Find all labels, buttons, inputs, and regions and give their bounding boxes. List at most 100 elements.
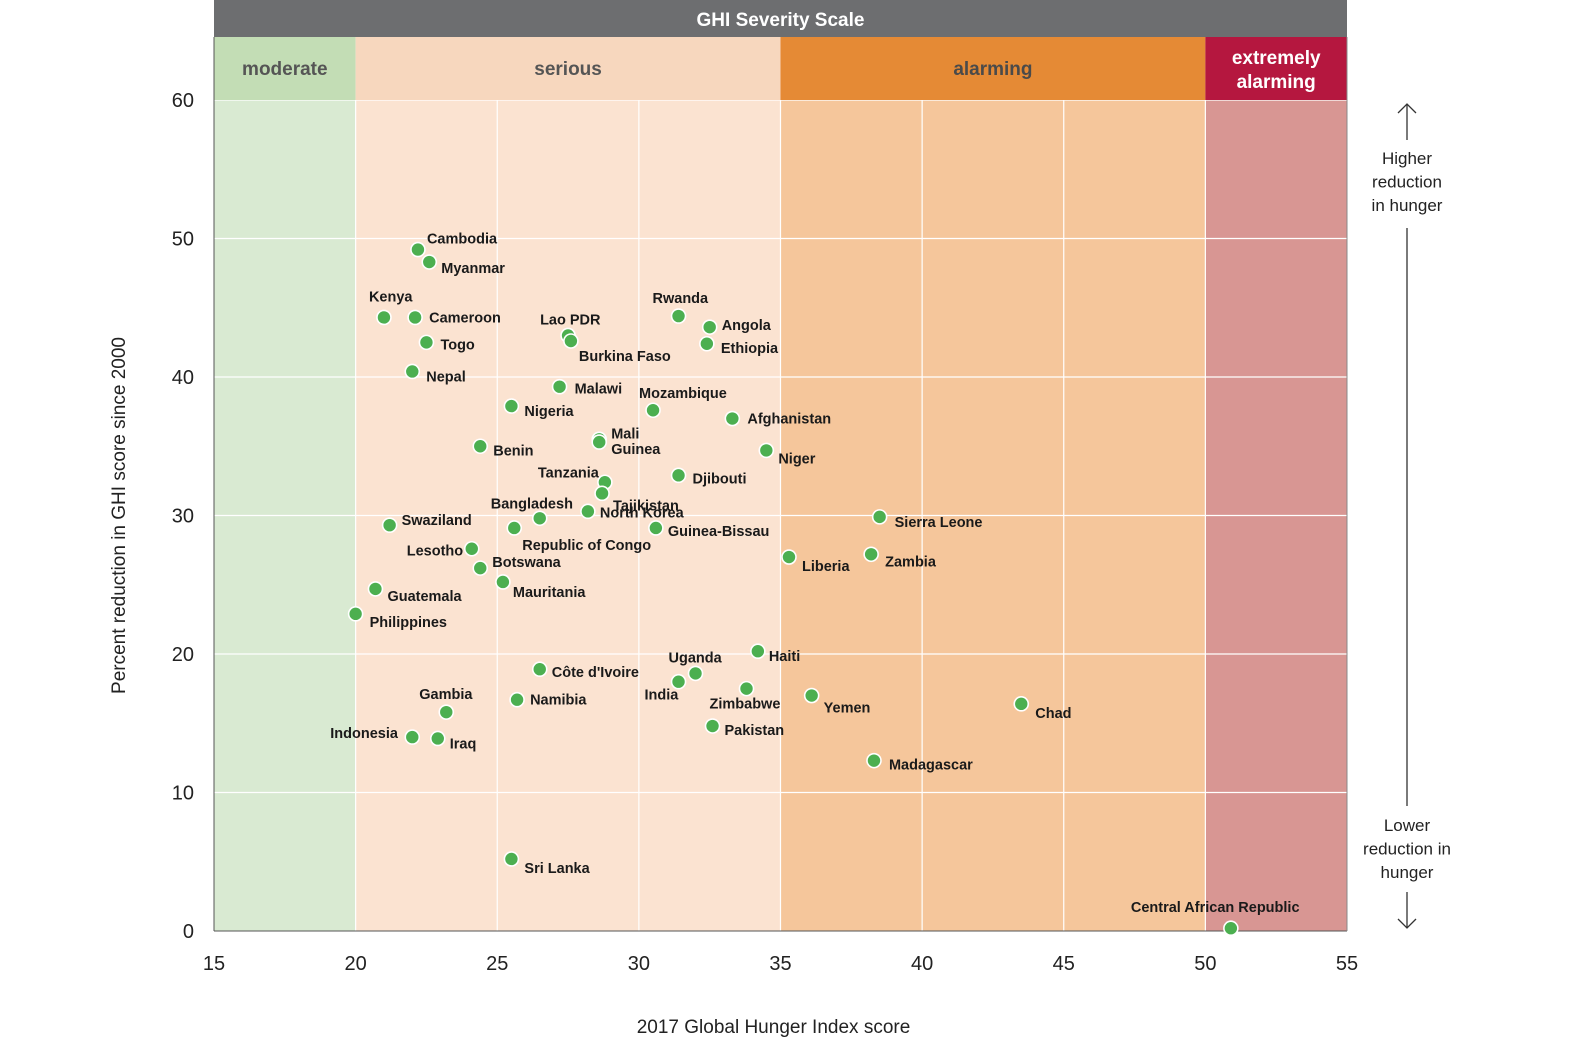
data-point-madagascar [866,752,882,769]
band-label-moderate: moderate [242,59,328,80]
point-label-namibia: Namibia [530,693,587,709]
data-point-lesotho [463,540,480,557]
y-axis-title: Percent reduction in GHI score since 200… [109,337,130,694]
data-point-philippines [347,606,364,622]
data-point-malawi [551,378,568,395]
x-tick-label-15: 15 [203,953,225,975]
point-label-c-te-d-ivoire: Côte d'Ivoire [552,665,639,681]
y-tick-label-10: 10 [172,783,194,805]
data-point-nepal [404,363,421,380]
data-point-namibia [509,691,525,708]
y-tick-label-20: 20 [172,644,194,666]
point-label-philippines: Philippines [370,615,447,631]
data-point-cameroon [407,309,423,326]
point-label-guatemala: Guatemala [387,589,462,605]
point-label-burkina-faso: Burkina Faso [579,349,671,365]
point-label-ethiopia: Ethiopia [721,341,779,357]
y-tick-label-60: 60 [172,90,194,112]
point-labels: Cambodia Myanmar Kenya Cameroon Togo Nepal Lao… [330,232,1299,917]
data-point-central-african-republic [1223,920,1239,937]
down-arrow-icon [1397,918,1417,929]
point-label-mauritania: Mauritania [513,585,586,601]
data-point-north-korea [580,503,596,520]
x-tick-label-45: 45 [1053,953,1075,975]
side-note-top-line-2: reduction [1372,173,1442,192]
severity-scale-title-bar [214,0,1347,37]
data-point-pakistan [704,718,721,734]
point-label-zimbabwe: Zimbabwe [710,697,781,713]
band-label-alarming: alarming [953,59,1032,80]
data-point-chad [1013,696,1030,712]
point-label-angola: Angola [722,318,772,334]
point-label-cameroon: Cameroon [429,310,501,326]
data-point-guinea-bissau [648,520,664,536]
data-point-kenya [376,309,392,326]
data-point-mozambique [645,402,661,419]
point-label-tanzania: Tanzania [538,465,600,481]
point-label-chad: Chad [1035,706,1071,722]
band-header-serious [355,37,781,100]
data-point-myanmar [421,254,438,270]
point-label-republic-of-congo: Republic of Congo [522,538,651,554]
point-label-niger: Niger [778,451,815,467]
x-tick-label-40: 40 [911,953,933,975]
point-label-djibouti: Djibouti [693,471,747,487]
point-label-sri-lanka: Sri Lanka [524,861,590,877]
point-label-togo: Togo [440,337,474,353]
band-label-serious: serious [534,59,602,80]
y-tick-label-0: 0 [183,921,194,943]
point-label-myanmar: Myanmar [441,261,505,277]
y-tick-label-30: 30 [172,506,194,528]
band-label-extremely-alarming-line-2: alarming [1237,72,1316,93]
data-point-republic-of-congo [506,520,523,536]
data-point-burkina-faso [563,333,579,349]
y-tick-label-50: 50 [172,229,194,251]
data-point-niger [758,442,775,459]
point-label-nepal: Nepal [426,369,466,385]
data-point-togo [418,334,435,351]
data-point-nigeria [503,398,520,414]
data-point-iraq [429,730,446,747]
point-label-mali: Mali [611,426,639,442]
point-label-malawi: Malawi [575,382,623,398]
point-label-guinea-bissau: Guinea-Bissau [668,524,770,540]
data-point-swaziland [381,517,398,533]
point-label-guinea: Guinea [611,442,661,458]
point-label-madagascar: Madagascar [889,758,973,774]
data-point-zimbabwe [738,680,755,697]
data-point-zambia [863,546,879,563]
data-point-yemen [803,687,820,704]
data-point-guatemala [367,581,384,597]
data-point-uganda [687,665,704,682]
data-point-indonesia [404,729,421,745]
point-label-kenya: Kenya [369,289,413,305]
data-point-bangladesh [531,510,548,527]
data-point-c-te-d-ivoire [531,661,548,678]
data-point-sierra-leone [871,509,888,525]
x-tick-label-55: 55 [1336,953,1358,975]
x-tick-label-35: 35 [769,953,791,975]
data-point-afghanistan [724,410,741,427]
point-label-swaziland: Swaziland [402,513,472,529]
data-point-liberia [781,549,797,565]
point-label-benin: Benin [493,443,533,459]
side-note-bottom-line-2: reduction in [1363,840,1451,859]
reduction-direction-annotation: Higher reduction in hunger Lower reduction i… [1363,103,1451,929]
data-point-ethiopia [699,335,715,352]
data-point-rwanda [670,308,687,324]
point-label-gambia: Gambia [419,687,473,703]
data-point-sri-lanka [503,851,520,867]
x-tick-label-30: 30 [628,953,650,975]
band-header-alarming [780,37,1206,100]
point-label-zambia: Zambia [885,554,937,570]
data-point-tajikistan [594,485,610,502]
side-note-bottom-line-1: Lower [1384,816,1431,835]
up-arrow-icon [1397,103,1417,114]
point-label-north-korea: North Korea [600,505,685,521]
point-label-lesotho: Lesotho [407,544,464,560]
point-label-uganda: Uganda [669,650,723,666]
point-label-mozambique: Mozambique [639,386,727,402]
point-label-rwanda: Rwanda [653,291,710,307]
point-label-india: India [645,688,680,704]
